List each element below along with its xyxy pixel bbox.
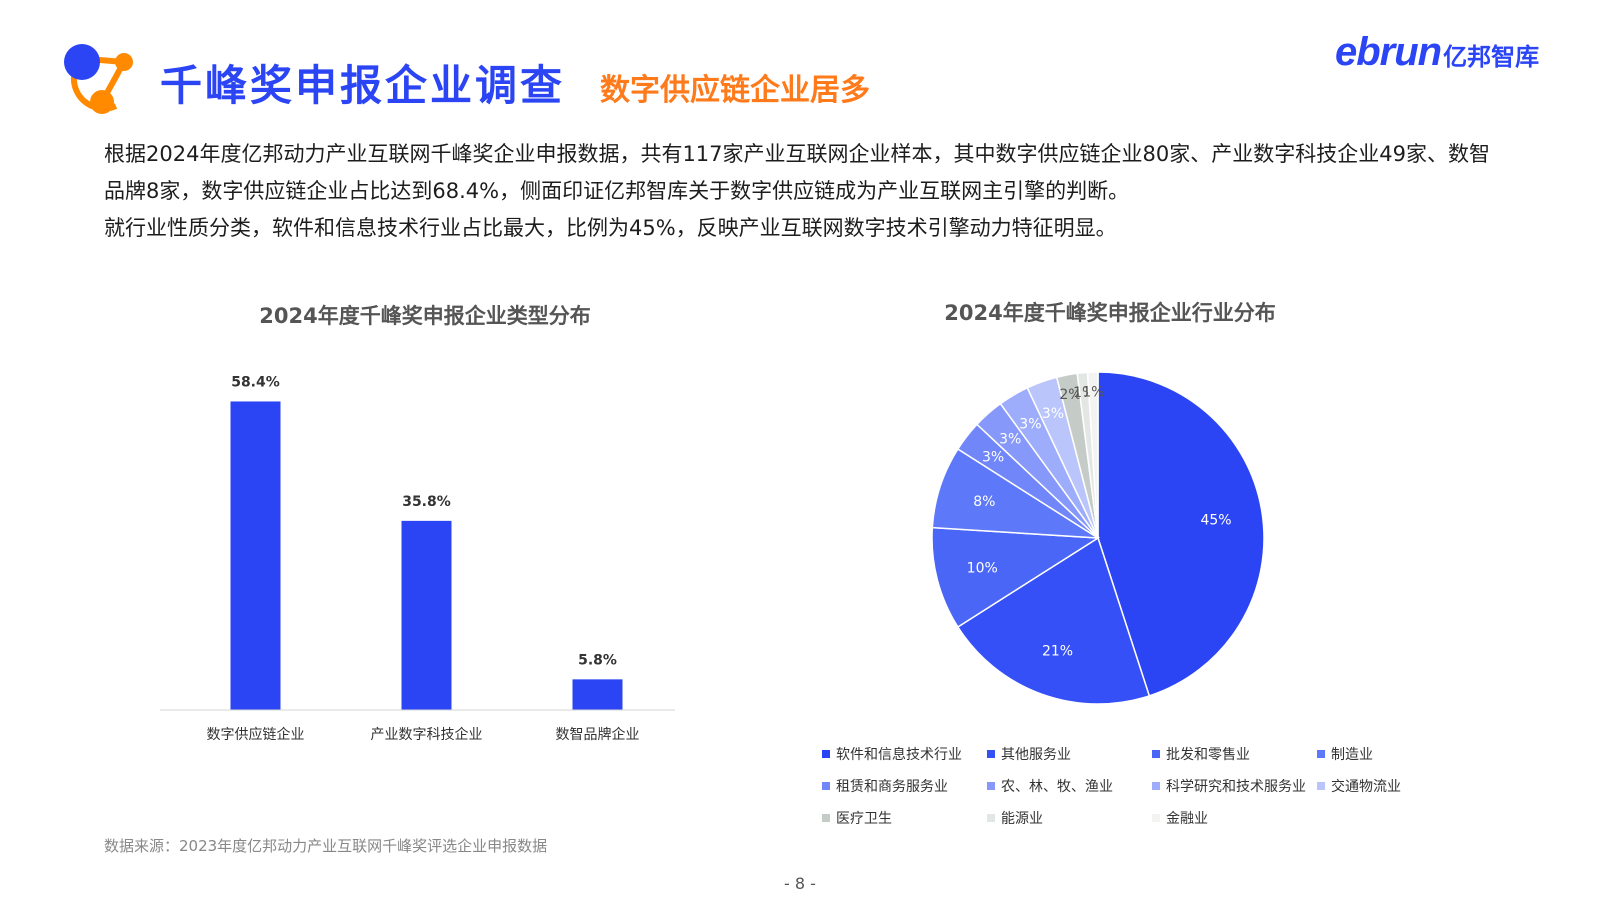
bar-chart: 58.4% 数字供应链企业 35.8% 产业数字科技企业 5.8% 数智品牌企业 — [160, 374, 675, 743]
legend-swatch — [1152, 750, 1160, 758]
pie-data-label: 21% — [1042, 643, 1073, 659]
legend-swatch — [1152, 782, 1160, 790]
legend-item: 其他服务业 — [987, 744, 1152, 764]
legend-swatch — [822, 750, 830, 758]
x-tick-label: 产业数字科技企业 — [371, 726, 483, 743]
pie-data-label: 3% — [982, 450, 1004, 466]
intro-paragraph: 就行业性质分类，软件和信息技术行业占比最大，比例为45%，反映产业互联网数字技术… — [104, 216, 1117, 240]
pie-slice — [931, 526, 1101, 628]
intro-text: 根据2024年度亿邦动力产业互联网千峰奖企业申报数据，共有117家产业互联网企业… — [104, 136, 1504, 247]
brand-logo-en: ebrun — [1335, 30, 1442, 74]
legend-label: 制造业 — [1331, 747, 1373, 763]
pie-data-label: 3% — [999, 431, 1021, 447]
bar — [230, 401, 281, 710]
logo-icon — [64, 44, 133, 114]
legend-item: 农、林、牧、渔业 — [987, 776, 1152, 796]
legend-label: 交通物流业 — [1331, 779, 1401, 795]
legend-label: 金融业 — [1166, 811, 1208, 827]
legend-label: 农、林、牧、渔业 — [1001, 779, 1113, 795]
data-source-note: 数据来源：2023年度亿邦动力产业互联网千峰奖评选企业申报数据 — [104, 837, 548, 855]
brand-logo: ebrun亿邦智库 — [1335, 30, 1539, 75]
pie-data-label: 3% — [1019, 417, 1041, 433]
pie-chart: 45%21%10%8%3%3%3%3%2%1%1% — [931, 371, 1265, 705]
page-number: - 8 - — [784, 874, 816, 893]
legend-item: 医疗卫生 — [822, 808, 987, 828]
legend-label: 医疗卫生 — [836, 811, 892, 827]
bar-data-label: 35.8% — [402, 494, 451, 510]
page-title: 千峰奖申报企业调查 — [160, 61, 566, 110]
pie-slice — [1086, 371, 1099, 539]
pie-data-label: 3% — [1042, 406, 1064, 422]
page-subtitle: 数字供应链企业居多 — [600, 73, 870, 108]
legend-item: 交通物流业 — [1317, 776, 1442, 796]
x-tick-label: 数字供应链企业 — [207, 726, 305, 743]
brand-logo-cn: 亿邦智库 — [1443, 44, 1540, 71]
pie-slice — [1097, 371, 1265, 697]
legend-item: 能源业 — [987, 808, 1152, 828]
bar-chart-title: 2024年度千峰奖申报企业类型分布 — [259, 304, 591, 328]
legend-item: 批发和零售业 — [1152, 744, 1317, 764]
legend-swatch — [1317, 750, 1325, 758]
bar-data-label: 58.4% — [231, 374, 280, 390]
pie-slice — [956, 536, 1151, 705]
legend-item: 制造业 — [1317, 744, 1442, 764]
intro-paragraph: 根据2024年度亿邦动力产业互联网千峰奖企业申报数据，共有117家产业互联网企业… — [104, 142, 1490, 203]
legend-swatch — [822, 782, 830, 790]
legend-item: 金融业 — [1152, 808, 1317, 828]
legend-swatch — [822, 814, 830, 822]
bar-data-label: 5.8% — [578, 652, 617, 668]
legend-swatch — [1152, 814, 1160, 822]
legend-label: 批发和零售业 — [1166, 747, 1250, 763]
pie-data-label: 45% — [1200, 512, 1231, 528]
legend-label: 其他服务业 — [1001, 747, 1071, 763]
legend-item: 租赁和商务服务业 — [822, 776, 987, 796]
legend-swatch — [987, 814, 995, 822]
legend-label: 软件和信息技术行业 — [836, 747, 962, 763]
legend-label: 能源业 — [1001, 811, 1043, 827]
legend-swatch — [987, 782, 995, 790]
legend-swatch — [987, 750, 995, 758]
bar — [572, 679, 623, 710]
legend-item: 软件和信息技术行业 — [822, 744, 987, 764]
pie-data-label: 10% — [967, 561, 998, 577]
pie-legend: 软件和信息技术行业 其他服务业 批发和零售业 制造业租赁和商务服务业 农、林、牧、渔业 科… — [822, 744, 1442, 828]
pie-data-label: 1% — [1082, 384, 1104, 400]
legend-item: 科学研究和技术服务业 — [1152, 776, 1317, 796]
pie-data-label: 8% — [973, 494, 995, 510]
bar — [401, 520, 452, 710]
x-tick-label: 数智品牌企业 — [556, 726, 640, 743]
pie-chart-title: 2024年度千峰奖申报企业行业分布 — [944, 301, 1276, 325]
legend-swatch — [1317, 782, 1325, 790]
legend-label: 租赁和商务服务业 — [836, 779, 948, 795]
pie-data-label: 2% — [1059, 387, 1081, 403]
legend-label: 科学研究和技术服务业 — [1166, 779, 1306, 795]
